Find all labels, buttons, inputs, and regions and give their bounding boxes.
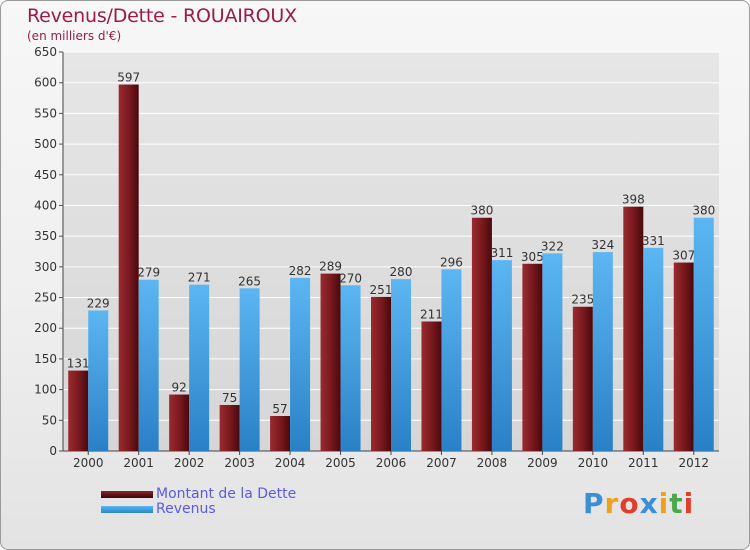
data-label-dette: 398: [622, 193, 645, 207]
data-label-revenus: 265: [238, 274, 261, 288]
data-label-revenus: 279: [137, 266, 160, 280]
bar-revenus: [491, 260, 512, 451]
data-label-dette: 597: [117, 71, 140, 85]
y-tick-label: 350: [34, 229, 57, 243]
y-tick-label: 50: [42, 413, 57, 427]
data-label-revenus: 322: [541, 239, 564, 253]
y-tick-label: 300: [34, 260, 57, 274]
bar-revenus: [643, 247, 664, 451]
x-tick-label: 2010: [578, 456, 609, 470]
bar-dette: [421, 321, 442, 451]
bar-revenus: [138, 279, 159, 451]
bar-revenus: [592, 252, 613, 451]
y-tick-label: 200: [34, 321, 57, 335]
x-tick-label: 2002: [174, 456, 205, 470]
data-label-revenus: 296: [440, 255, 463, 269]
data-label-dette: 305: [521, 250, 544, 264]
logo-letter: r: [604, 487, 620, 520]
data-label-dette: 307: [672, 249, 695, 263]
logo-letter: i: [683, 487, 695, 520]
x-tick-label: 2012: [678, 456, 709, 470]
data-label-dette: 57: [272, 402, 287, 416]
y-tick-label: 550: [34, 106, 57, 120]
bar-revenus: [391, 279, 411, 451]
bar-revenus: [693, 217, 714, 451]
chart-title: Revenus/Dette - ROUAIROUX: [27, 5, 297, 27]
x-tick-label: 2004: [275, 456, 306, 470]
logo-letter: i: [658, 487, 670, 520]
y-tick-label: 0: [49, 444, 57, 458]
data-label-revenus: 331: [642, 234, 665, 248]
legend-swatch-revenus: [101, 506, 153, 513]
data-label-dette: 75: [222, 391, 237, 405]
x-tick-label: 2006: [376, 456, 407, 470]
bar-dette: [572, 306, 593, 451]
data-label-dette: 380: [470, 204, 493, 218]
y-tick-label: 400: [34, 198, 57, 212]
logo-letter: o: [619, 487, 640, 520]
y-tick-label: 100: [34, 383, 57, 397]
bar-dette: [623, 206, 644, 451]
data-label-dette: 92: [172, 381, 187, 395]
x-tick-label: 2007: [426, 456, 457, 470]
logo-letter: x: [639, 487, 659, 520]
chart-subtitle: (en milliers d'€): [27, 29, 122, 43]
y-tick-label: 250: [34, 291, 57, 305]
data-label-dette: 235: [571, 293, 594, 307]
y-tick-label: 150: [34, 352, 57, 366]
data-label-revenus: 311: [490, 246, 513, 260]
bar-revenus: [290, 277, 311, 451]
bar-dette: [118, 84, 139, 451]
data-label-revenus: 271: [188, 271, 211, 285]
x-tick-label: 2001: [123, 456, 154, 470]
legend-label-revenus: Revenus: [156, 501, 216, 517]
bar-dette: [371, 296, 391, 451]
bar-revenus: [441, 269, 462, 451]
bar-dette: [169, 394, 190, 451]
y-tick-label: 600: [34, 76, 57, 90]
bar-dette: [522, 263, 543, 451]
bar-dette: [673, 262, 694, 451]
x-tick-label: 2008: [477, 456, 508, 470]
data-label-dette: 251: [370, 283, 393, 297]
logo-letter: P: [583, 487, 605, 520]
bar-dette: [320, 273, 341, 451]
data-label-revenus: 324: [591, 238, 614, 252]
legend-label-dette: Montant de la Dette: [156, 486, 297, 502]
data-label-revenus: 380: [692, 204, 715, 218]
bar-dette: [219, 404, 240, 451]
y-tick-label: 450: [34, 168, 57, 182]
y-tick-label: 500: [34, 137, 57, 151]
bar-revenus: [542, 253, 563, 451]
bar-dette: [68, 370, 89, 451]
data-label-revenus: 280: [390, 265, 413, 279]
x-tick-label: 2000: [73, 456, 104, 470]
data-label-dette: 289: [319, 260, 342, 274]
data-label-revenus: 270: [339, 271, 362, 285]
data-label-dette: 211: [420, 307, 443, 321]
bar-revenus: [189, 284, 210, 451]
legend-swatch-dette: [101, 491, 153, 498]
data-label-revenus: 229: [87, 296, 110, 310]
data-label-dette: 131: [67, 357, 90, 371]
bar-revenus: [239, 288, 260, 451]
x-tick-label: 2009: [527, 456, 558, 470]
bar-revenus: [340, 285, 361, 451]
bar-revenus: [88, 310, 109, 451]
x-tick-label: 2003: [224, 456, 255, 470]
proxiti-logo: Proxiti: [583, 487, 694, 520]
x-tick-label: 2011: [628, 456, 659, 470]
logo-letter: t: [669, 487, 684, 520]
bar-dette: [270, 416, 291, 451]
bar-dette: [471, 217, 492, 451]
data-label-revenus: 282: [289, 264, 312, 278]
y-tick-label: 650: [34, 45, 57, 59]
x-tick-label: 2005: [325, 456, 356, 470]
